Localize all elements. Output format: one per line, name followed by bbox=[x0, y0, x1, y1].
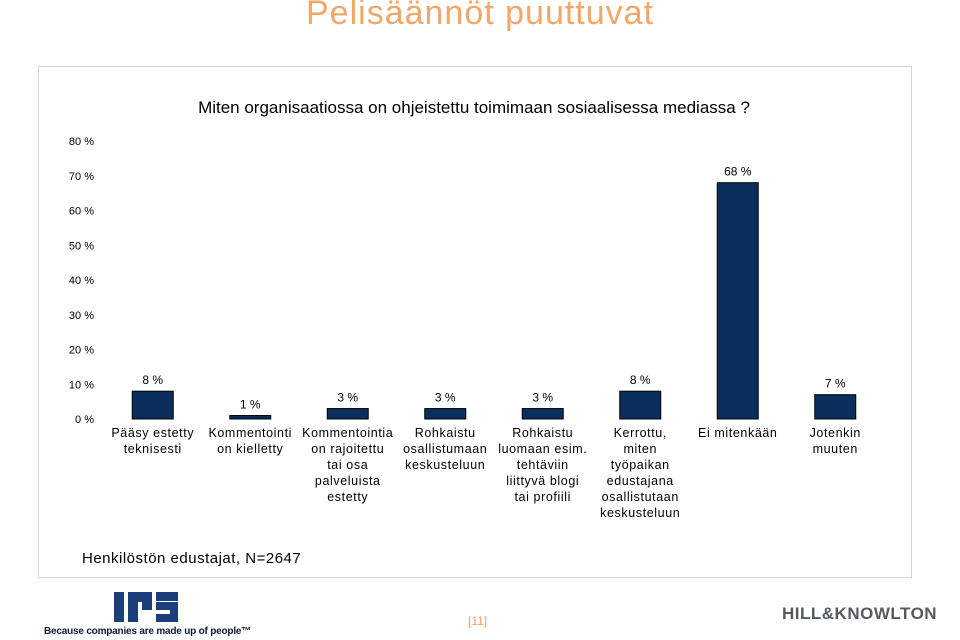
category-label-line: keskusteluun bbox=[405, 458, 485, 472]
bar bbox=[229, 415, 272, 420]
bar bbox=[424, 408, 467, 420]
slide-title: Pelisäännöt puuttuvat bbox=[306, 0, 655, 32]
bar-value-label: 3 % bbox=[337, 391, 358, 405]
category-label: Rohkaistu luomaan esim. tehtäviin liittyvä … bbox=[498, 426, 587, 504]
category-label-line: tehtäviin bbox=[517, 458, 569, 472]
company-logo: Because companies are made up of people™ bbox=[44, 590, 251, 638]
category-label-line: muuten bbox=[813, 442, 858, 456]
bar bbox=[131, 390, 174, 420]
y-axis: 0 % 10 % 20 % 30 % 40 % 50 % 60 % 70 % 80 % bbox=[69, 136, 94, 426]
category-label-line: työpaikan bbox=[611, 458, 670, 472]
category-label-line: Kerrottu, bbox=[614, 426, 667, 440]
category-label-line: tai profiili bbox=[514, 490, 571, 504]
category-label-line: luomaan esim. bbox=[498, 442, 587, 456]
y-tick-label: 50 % bbox=[69, 240, 94, 252]
y-tick-label: 20 % bbox=[69, 345, 94, 357]
bar-value-label: 8 % bbox=[142, 373, 163, 387]
bar bbox=[326, 408, 369, 420]
category-label-line: Rohkaistu bbox=[512, 426, 573, 440]
category-label-line: Kommentointi bbox=[208, 426, 292, 440]
category-label: Kommentointi on kielletty bbox=[208, 426, 292, 456]
category-label: Ei mitenkään bbox=[698, 426, 777, 440]
chart-frame bbox=[38, 66, 912, 578]
category-label-line: liittyvä blogi bbox=[506, 474, 579, 488]
logo-tagline: Because companies are made up of people™ bbox=[44, 626, 252, 637]
category-label-line: osallistutaan bbox=[602, 490, 679, 504]
y-tick-label: 30 % bbox=[69, 310, 94, 322]
bars-group bbox=[131, 182, 857, 420]
value-labels-group: 8 % 1 % 3 % 3 % 3 % 8 % 68 % 7 % bbox=[142, 165, 846, 412]
ips-logo-icon bbox=[114, 592, 178, 622]
bar-value-label: 1 % bbox=[240, 398, 261, 412]
bar bbox=[619, 390, 662, 420]
category-label-line: palveluista bbox=[315, 474, 381, 488]
bar-value-label: 3 % bbox=[532, 391, 553, 405]
category-label-line: edustajana bbox=[607, 474, 674, 488]
category-label-line: miten bbox=[623, 442, 657, 456]
bar bbox=[521, 408, 564, 420]
bar bbox=[716, 182, 759, 420]
y-tick-label: 80 % bbox=[69, 136, 94, 148]
y-tick-label: 70 % bbox=[69, 171, 94, 183]
y-tick-label: 40 % bbox=[69, 275, 94, 287]
chart-title: Miten organisaatiossa on ohjeistettu toi… bbox=[198, 98, 750, 117]
category-label-line: Rohkaistu bbox=[415, 426, 476, 440]
category-label-line: tai osa bbox=[327, 458, 368, 472]
category-label: Kommentointia on rajoitettu tai osa palvelu… bbox=[302, 426, 393, 504]
hill-knowlton-logo: HILL&KNOWLTON bbox=[782, 604, 938, 623]
bar-value-label: 8 % bbox=[630, 373, 651, 387]
category-label-line: Kommentointia bbox=[302, 426, 393, 440]
category-label-line: Jotenkin bbox=[810, 426, 861, 440]
y-tick-label: 10 % bbox=[69, 379, 94, 391]
category-label: Rohkaistu osallistumaan keskusteluun bbox=[403, 426, 487, 472]
bar-value-label: 7 % bbox=[825, 377, 846, 391]
bar bbox=[814, 394, 857, 420]
category-label-line: Ei mitenkään bbox=[698, 426, 777, 440]
page-number: [11] bbox=[468, 614, 488, 628]
category-labels-group: Pääsy estetty teknisesti Kommentointi on ki… bbox=[111, 426, 861, 520]
category-label-line: estetty bbox=[327, 490, 368, 504]
category-label-line: on rajoitettu bbox=[311, 442, 384, 456]
bar-value-label: 68 % bbox=[724, 165, 752, 179]
bar-value-label: 3 % bbox=[435, 391, 456, 405]
category-label: Pääsy estetty teknisesti bbox=[111, 426, 194, 456]
category-label-line: keskusteluun bbox=[600, 506, 680, 520]
category-label: Jotenkin muuten bbox=[810, 426, 861, 456]
category-label-line: teknisesti bbox=[124, 442, 182, 456]
category-label: Kerrottu, miten työpaikan edustajana osallis… bbox=[600, 426, 680, 520]
y-tick-label: 60 % bbox=[69, 206, 94, 218]
y-tick-label: 0 % bbox=[75, 414, 94, 426]
footnote: Henkilöstön edustajat, N=2647 bbox=[82, 550, 302, 567]
category-label-line: osallistumaan bbox=[403, 442, 487, 456]
category-label-line: Pääsy estetty bbox=[111, 426, 194, 440]
category-label-line: on kielletty bbox=[217, 442, 283, 456]
